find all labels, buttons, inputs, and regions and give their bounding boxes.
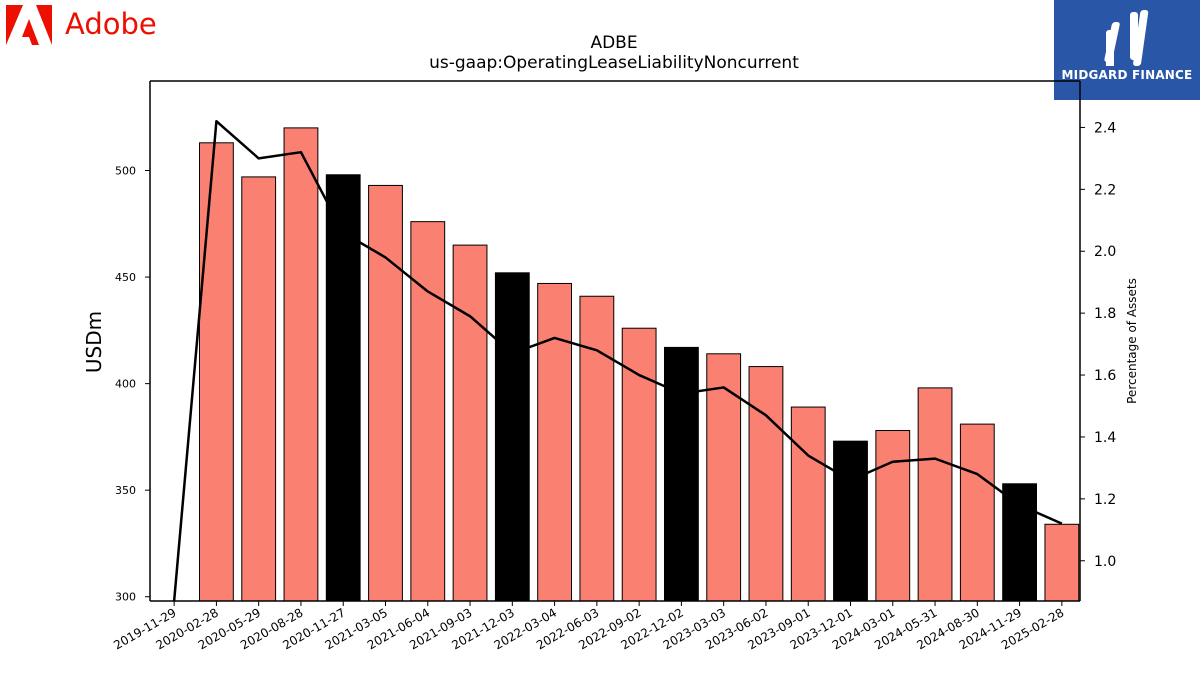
y2-tick-label: 1.4 <box>1094 430 1116 446</box>
bar <box>241 176 277 602</box>
bar <box>1044 523 1080 602</box>
bar <box>199 142 234 602</box>
chart-title: ADBE <box>590 33 637 53</box>
y-axis-label: USDm <box>82 311 106 373</box>
adobe-logo-mark-right <box>36 5 52 45</box>
y2-tick-label: 1.8 <box>1094 306 1116 322</box>
midgard-logo-mark <box>1104 10 1149 66</box>
bar <box>368 184 403 602</box>
bar <box>959 423 995 602</box>
bar <box>410 221 446 602</box>
bar <box>283 127 319 602</box>
adobe-logo <box>6 5 52 45</box>
chart-subtitle: us-gaap:OperatingLeaseLiabilityNoncurren… <box>429 53 799 73</box>
bar <box>1002 483 1038 602</box>
adobe-logo-mark-left <box>6 5 23 45</box>
bar <box>664 346 699 602</box>
y2-tick-label: 2.0 <box>1094 244 1116 260</box>
midgard-finance-logo: MIDGARD FINANCE <box>1054 0 1200 100</box>
bar <box>875 430 911 602</box>
y2-tick-label: 2.4 <box>1094 120 1116 136</box>
y-tick-label: 400 <box>115 378 136 391</box>
y-tick-label: 450 <box>115 271 136 284</box>
y2-tick-label: 1.2 <box>1094 492 1116 508</box>
percentage-line-series <box>172 119 1063 602</box>
y2-tick-label: 1.0 <box>1094 554 1116 570</box>
percentage-line <box>172 119 1063 602</box>
adobe-logo-mark-center <box>22 19 39 45</box>
adobe-logo-text: Adobe <box>65 7 157 41</box>
bar-series <box>199 127 1080 602</box>
bar <box>917 387 953 602</box>
y-tick-label: 500 <box>115 165 136 178</box>
bar <box>494 272 530 602</box>
bar <box>833 440 868 602</box>
bar <box>452 244 488 602</box>
bar <box>537 282 573 602</box>
y2-axis-label: Percentage of Assets <box>1125 278 1139 404</box>
bar <box>325 174 361 602</box>
bar <box>579 295 615 602</box>
y2-tick-label: 2.2 <box>1094 182 1116 198</box>
y2-tick-label: 1.6 <box>1094 368 1116 384</box>
y-tick-label: 350 <box>115 484 136 497</box>
bar <box>748 366 784 602</box>
midgard-logo-text: MIDGARD FINANCE <box>1061 68 1193 82</box>
bar <box>706 353 742 602</box>
y-tick-label: 300 <box>115 591 136 604</box>
bar <box>790 406 826 602</box>
